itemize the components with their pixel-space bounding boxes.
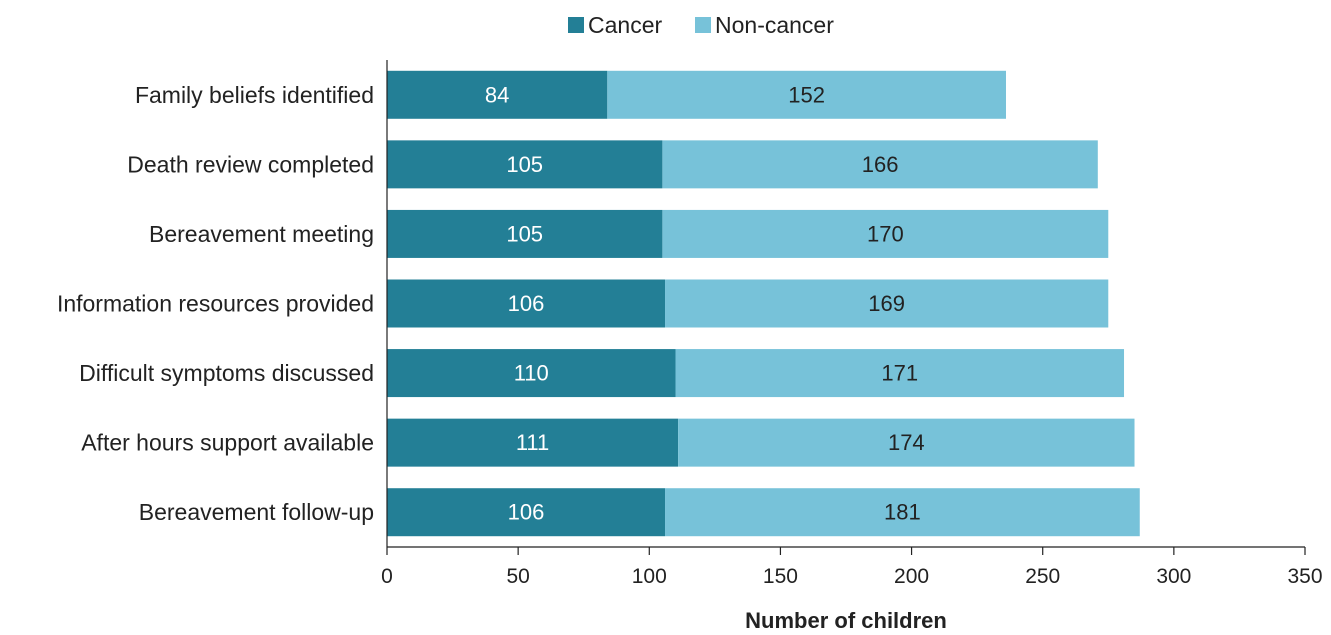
category-label: Family beliefs identified	[135, 82, 374, 108]
bars	[387, 70, 1140, 537]
x-axis-title: Number of children	[745, 608, 947, 633]
bar-cancer	[387, 418, 679, 467]
value-label-non-cancer: 171	[881, 361, 918, 386]
bar-cancer	[387, 209, 663, 258]
category-label: Bereavement follow-up	[139, 499, 374, 525]
x-ticks: 0 50 100 150 200 250 300 350	[381, 547, 1323, 588]
axes: 0 50 100 150 200 250 300 350	[381, 60, 1323, 588]
bar-cancer	[387, 349, 676, 398]
bar-non-cancer	[662, 209, 1109, 258]
x-tick-label: 350	[1287, 565, 1322, 588]
value-label-cancer: 105	[506, 152, 543, 177]
category-label: Information resources provided	[57, 291, 374, 317]
bar-cancer	[387, 140, 663, 189]
bar-cancer	[387, 279, 666, 328]
value-label-non-cancer: 152	[788, 82, 825, 107]
x-tick-label: 0	[381, 565, 393, 588]
category-label: After hours support available	[81, 430, 374, 456]
x-tick-label: 150	[763, 565, 798, 588]
value-label-non-cancer: 170	[867, 221, 904, 246]
bar-cancer	[387, 488, 666, 537]
value-label-cancer: 111	[516, 430, 549, 455]
bar-non-cancer	[607, 70, 1006, 119]
value-label-non-cancer: 181	[884, 500, 921, 525]
x-tick-label: 100	[632, 565, 667, 588]
bar-non-cancer	[665, 488, 1140, 537]
legend-swatch-non-cancer	[695, 17, 711, 33]
x-tick-label: 250	[1025, 565, 1060, 588]
value-labels: 84 152 105 166 105 170 106 169 110 171 111 174 106 18…	[485, 82, 925, 524]
category-labels: Family beliefs identified Death review co…	[57, 82, 374, 525]
value-label-non-cancer: 166	[862, 152, 899, 177]
value-label-cancer: 106	[508, 291, 545, 316]
bar-non-cancer	[662, 140, 1098, 189]
category-label: Death review completed	[127, 151, 374, 177]
category-label: Difficult symptoms discussed	[79, 360, 374, 386]
legend: Cancer Non-cancer	[568, 12, 834, 38]
bar-non-cancer	[675, 349, 1125, 398]
value-label-non-cancer: 169	[868, 291, 905, 316]
category-label: Bereavement meeting	[149, 221, 374, 247]
value-label-cancer: 110	[514, 361, 549, 386]
value-label-cancer: 84	[485, 82, 509, 107]
value-label-non-cancer: 174	[888, 430, 925, 455]
x-tick-label: 300	[1156, 565, 1191, 588]
bar-non-cancer	[665, 279, 1109, 328]
value-label-cancer: 106	[508, 500, 545, 525]
legend-label-non-cancer: Non-cancer	[715, 12, 834, 38]
bar-non-cancer	[678, 418, 1135, 467]
legend-label-cancer: Cancer	[588, 12, 662, 38]
x-tick-label: 50	[506, 565, 529, 588]
x-tick-label: 200	[894, 565, 929, 588]
value-label-cancer: 105	[506, 221, 543, 246]
bar-cancer	[387, 70, 608, 119]
legend-swatch-cancer	[568, 17, 584, 33]
